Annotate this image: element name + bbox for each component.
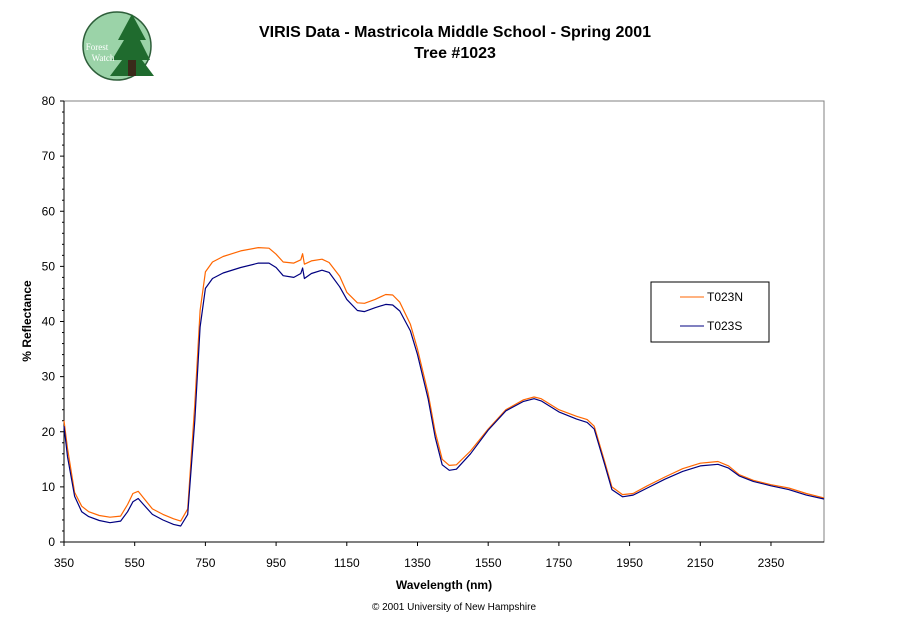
y-tick-label: 30 <box>42 370 56 384</box>
series-line-t023n <box>63 247 825 522</box>
x-axis-label: Wavelength (nm) <box>396 578 492 592</box>
chart-subtitle: Tree #1023 <box>414 45 496 62</box>
logo-text-line2: Watch <box>92 53 115 63</box>
y-tick-label: 0 <box>48 535 55 549</box>
x-tick-label: 950 <box>266 556 286 570</box>
x-axis-ticks: 350 550 750 950 1150 1350 1550 1750 1950 2150 2350 <box>54 542 785 570</box>
x-tick-label: 1950 <box>616 556 643 570</box>
x-tick-label: 1550 <box>475 556 502 570</box>
x-tick-label: 1350 <box>404 556 431 570</box>
y-axis-label: % Reflectance <box>20 280 34 362</box>
x-tick-label: 1750 <box>546 556 573 570</box>
x-tick-label: 350 <box>54 556 74 570</box>
legend-label-t023s: T023S <box>707 319 742 333</box>
x-tick-label: 750 <box>195 556 215 570</box>
series-line-t023s <box>63 262 825 527</box>
y-tick-label: 40 <box>42 315 56 329</box>
y-tick-label: 50 <box>42 259 56 273</box>
y-tick-label: 20 <box>42 425 56 439</box>
y-tick-label: 70 <box>42 149 56 163</box>
x-tick-label: 2150 <box>687 556 714 570</box>
y-tick-label: 80 <box>42 94 56 108</box>
x-tick-label: 550 <box>125 556 145 570</box>
x-tick-label: 1150 <box>334 556 360 570</box>
legend: T023N T023S <box>650 281 770 343</box>
y-tick-label: 60 <box>42 204 56 218</box>
legend-box <box>650 281 770 343</box>
chart-title: VIRIS Data - Mastricola Middle School - … <box>259 24 651 41</box>
y-axis-ticks: 0 10 20 30 40 50 60 70 80 <box>42 94 64 549</box>
x-tick-label: 2350 <box>758 556 785 570</box>
y-tick-label: 10 <box>42 480 56 494</box>
forest-watch-logo: Forest Watch <box>82 11 154 81</box>
series-lines <box>63 247 825 527</box>
tree-icon <box>110 14 154 76</box>
copyright-footer: © 2001 University of New Hampshire <box>372 602 537 613</box>
legend-label-t023n: T023N <box>707 290 743 304</box>
logo-text-line1: Forest <box>86 42 109 52</box>
